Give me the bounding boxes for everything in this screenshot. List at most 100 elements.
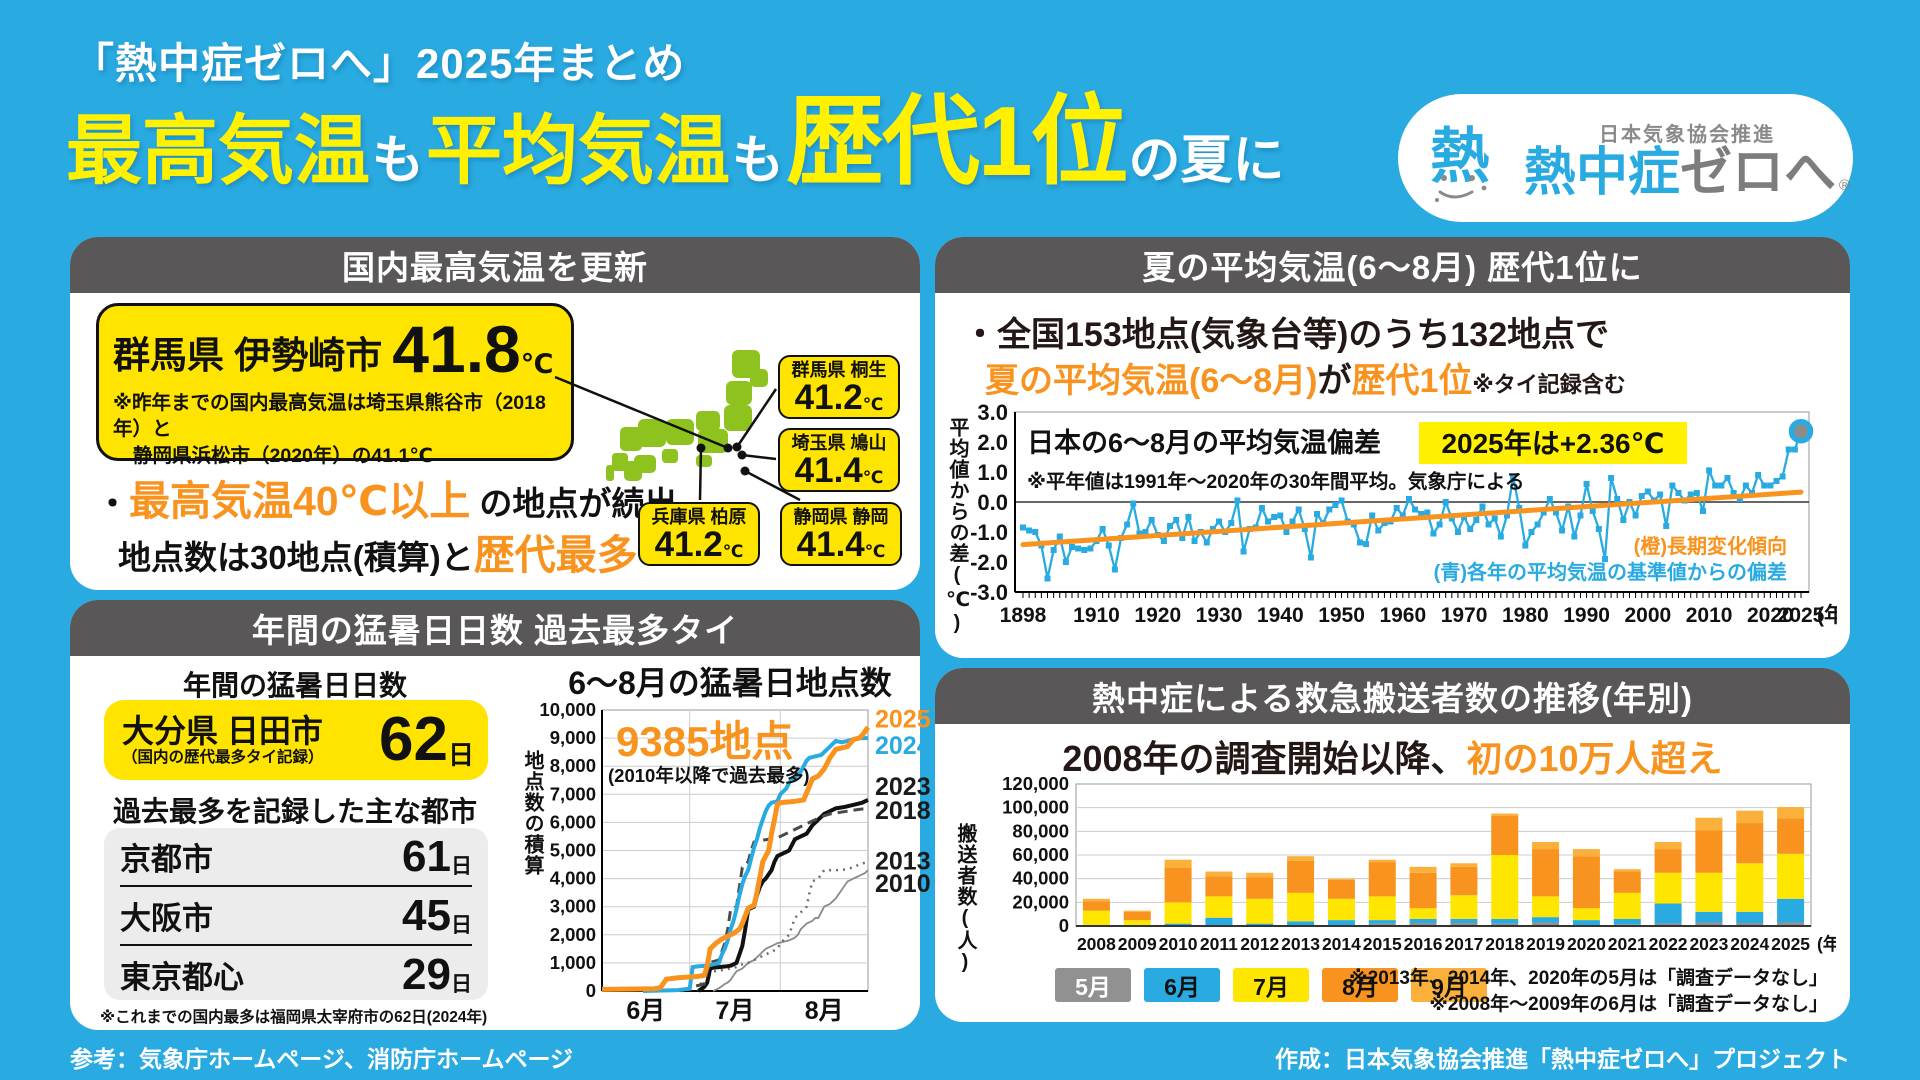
cities-table: 京都市 61 日 大阪市 45 日 東京都心 29 日 [104, 828, 488, 1000]
x-tick-label: 2019 [1526, 934, 1565, 954]
page-headline: 最高気温 も 平均気温 も 歴代1位 の夏に [66, 92, 1287, 190]
avg-temp-line1: ・全国153地点(気象台等)のうち132地点で [963, 316, 1610, 354]
bar-segment-2013-9月 [1287, 856, 1315, 861]
bar-segment-2023-5月 [1695, 922, 1723, 926]
data-marker [1755, 472, 1762, 478]
data-marker [1540, 509, 1547, 516]
x-tick-label: 2023 [1689, 934, 1728, 954]
data-marker [1638, 493, 1645, 499]
series-2024 [642, 736, 868, 993]
bar-segment-2015-8月 [1368, 862, 1396, 897]
heat-record-unit: 日 [447, 740, 474, 770]
cities-heading: 過去最多を記録した主な都市 [112, 796, 477, 827]
data-marker [1056, 533, 1063, 540]
bar-segment-2011-6月 [1205, 917, 1233, 926]
x-tick-label: 2010 [1159, 934, 1198, 954]
y-tick-label: 120,000 [1002, 776, 1069, 794]
data-marker [1730, 490, 1737, 496]
record-note-line1: ※昨年までの国内最高気温は埼玉県熊谷市（2018年）と [113, 392, 546, 441]
data-marker [1289, 518, 1296, 525]
data-marker [1375, 527, 1382, 534]
series-label-2010: 2010 [875, 870, 931, 898]
data-marker [1528, 529, 1535, 535]
map-label-place: 兵庫県 柏原 [651, 507, 747, 527]
data-marker [1301, 526, 1308, 532]
headline-part: の夏に [1128, 132, 1285, 190]
data-marker [1338, 497, 1345, 504]
ems-subtitle-black: 2008年の調査開始以降、 [1062, 738, 1467, 779]
bar-segment-2020-8月 [1572, 856, 1600, 909]
bar-segment-2024-8月 [1736, 823, 1764, 864]
bar-segment-2008-9月 [1082, 898, 1110, 902]
data-marker [1295, 506, 1302, 513]
data-marker [1736, 496, 1743, 502]
data-marker [1657, 491, 1664, 498]
data-marker [1608, 475, 1615, 481]
bar-segment-2017-7月 [1450, 895, 1478, 919]
map-label-kashiwara: 兵庫県 柏原 41.2 ℃ [638, 502, 760, 566]
data-marker [1632, 512, 1639, 519]
data-marker [1356, 539, 1363, 546]
data-marker [1234, 497, 1241, 504]
logo-brand-gray: ゼロへ [1680, 143, 1837, 202]
x-tick-label: 1950 [1318, 604, 1365, 627]
bar-segment-2014-8月 [1327, 879, 1355, 899]
x-tick-label: 2025 [1771, 934, 1810, 954]
japan-map [554, 350, 801, 502]
data-marker [1742, 482, 1749, 489]
footer-credit: 作成：日本気象協会推進「熱中症ゼロへ」プロジェクト [1275, 1046, 1850, 1072]
bar-segment-2010-8月 [1164, 868, 1192, 903]
bar-segment-2012-7月 [1246, 898, 1274, 924]
map-label-shizuoka: 静岡県 静岡 41.4 ℃ [780, 502, 902, 566]
mascot-face-icon [1435, 175, 1487, 202]
footer-reference: 参考：気象庁ホームページ、消防庁ホームページ [70, 1046, 574, 1072]
bar-segment-2024-7月 [1736, 863, 1764, 912]
x-tick-label: 2017 [1444, 934, 1483, 954]
data-marker [1075, 545, 1082, 552]
bar-segment-2008-7月 [1082, 910, 1110, 926]
ems-note-line2: ※2008年～2009年の6月は「調査データなし」 [1429, 993, 1828, 1015]
data-marker [1436, 521, 1443, 528]
map-label-value: 41.4 [796, 525, 865, 564]
data-marker [1130, 500, 1137, 507]
bar-segment-2011-8月 [1205, 876, 1233, 897]
legend-series: (青)各年の平均気温の基準値からの偏差 [1434, 560, 1787, 584]
city-value: 45 [402, 890, 451, 940]
data-marker [1099, 526, 1106, 532]
x-tick-label: 7月 [716, 997, 755, 1025]
bar-segment-2013-8月 [1287, 860, 1315, 893]
bar-segment-2022-5月 [1654, 923, 1682, 926]
data-marker [1761, 482, 1768, 489]
bar-segment-2022-8月 [1654, 849, 1682, 873]
data-marker [1424, 509, 1431, 516]
data-marker [1332, 502, 1339, 508]
mascot-kanji: 熱 [1430, 123, 1490, 190]
legend-item-july: 7月 [1233, 968, 1309, 1002]
hot-day-stations-chart: 0 1,000 2,000 3,000 4,000 5,000 6,000 7,000 8,00… [539, 699, 931, 1025]
bar-segment-2012-9月 [1246, 872, 1274, 878]
bar-segment-2019-9月 [1532, 841, 1560, 850]
headline-part: 最高気温 [66, 109, 370, 194]
record-value: 41.8 [392, 312, 521, 386]
data-marker [1522, 542, 1529, 549]
heat-record-place: 大分県 日田市 [122, 712, 323, 749]
table-row: 大阪市 45 日 [120, 887, 472, 946]
x-tick-label: 2012 [1240, 934, 1279, 954]
bar-segment-2012-8月 [1246, 877, 1274, 899]
bar-segment-2018-7月 [1491, 855, 1519, 919]
data-marker [1258, 505, 1265, 511]
bar-segment-2021-6月 [1613, 918, 1641, 925]
data-marker [1467, 526, 1474, 532]
y-tick-label: 0.0 [977, 490, 1008, 515]
data-marker [1589, 508, 1596, 514]
data-marker [1179, 535, 1186, 541]
y-tick-label: 8,000 [550, 755, 596, 776]
chart-note: ※平年値は1991年～2020年の30年間平均。気象庁による [1027, 470, 1524, 493]
bar-segment-2019-8月 [1532, 849, 1560, 897]
y-tick-label: 10,000 [539, 699, 596, 720]
bar-segment-2017-9月 [1450, 863, 1478, 867]
y-tick-label: -3.0 [970, 580, 1008, 605]
data-marker [1448, 515, 1455, 522]
bar-segment-2023-9月 [1695, 817, 1723, 831]
data-marker [1020, 524, 1026, 531]
